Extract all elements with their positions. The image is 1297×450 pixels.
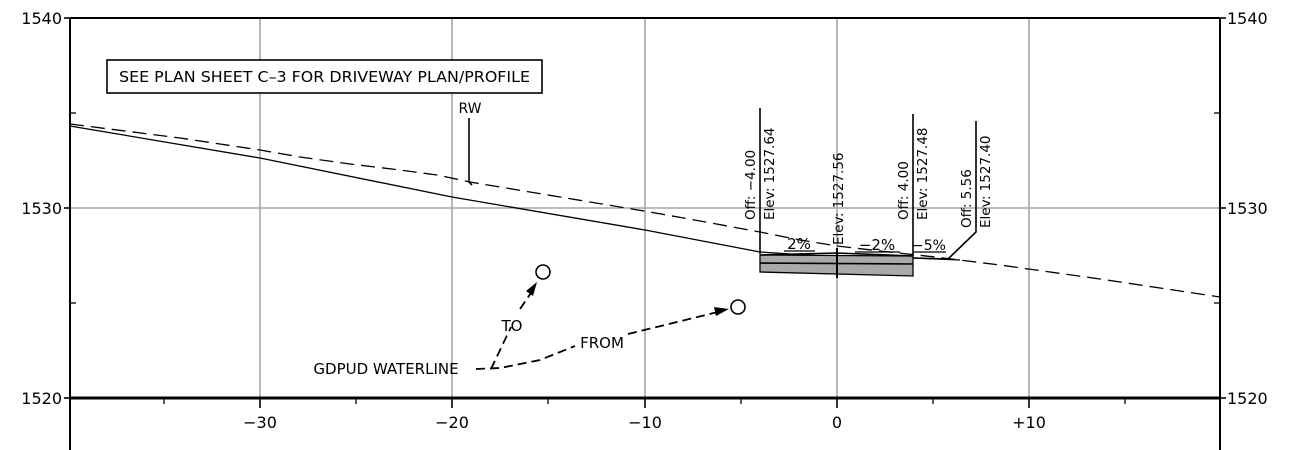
existing-ground-line	[69, 123, 1221, 298]
waterline-from-upper-leader	[627, 310, 723, 335]
waterline-to-circle	[535, 264, 551, 280]
point-3-offset: Off: 4.00	[896, 161, 912, 220]
waterline-to-lower-leader	[490, 326, 512, 370]
elevation-ticks	[64, 17, 1226, 399]
station-label-minus-10: −10	[628, 413, 662, 432]
station-label-0: 0	[832, 413, 842, 432]
pavement-section	[759, 248, 949, 278]
station-label-minus-20: −20	[435, 413, 469, 432]
point-4-elevation: Elev: 1527.40	[978, 135, 994, 228]
waterline-to-arrowhead	[526, 282, 537, 296]
waterline-from-circle	[730, 299, 746, 315]
waterline-callout: TO FROM GDPUD WATERLINE	[313, 264, 746, 378]
point-4-leader	[947, 121, 977, 260]
point-3-elevation: Elev: 1527.48	[915, 127, 931, 220]
note-text: SEE PLAN SHEET C–3 FOR DRIVEWAY PLAN/PRO…	[119, 68, 530, 86]
point-callouts: Off: −4.00 Elev: 1527.64 Elev: 1527.56 O…	[743, 108, 994, 260]
station-labels: −30 −20 −10 0 +10	[243, 413, 1046, 432]
point-1-offset: Off: −4.00	[743, 150, 759, 220]
rw-callout: RW	[458, 101, 482, 186]
slope-left-label: 2%	[787, 235, 811, 253]
elevation-label-1520-right: 1520	[1227, 389, 1268, 408]
slope-shoulder-label: −5%	[912, 238, 946, 254]
point-2-elevation: Elev: 1527.56	[831, 152, 847, 245]
elevation-label-1530-right: 1530	[1227, 199, 1268, 218]
station-label-minus-30: −30	[243, 413, 277, 432]
rw-label: RW	[458, 101, 481, 117]
station-ticks	[163, 398, 1126, 408]
elevation-label-1540-right: 1540	[1227, 9, 1268, 28]
point-4-offset: Off: 5.56	[959, 169, 975, 228]
waterline-label: GDPUD WATERLINE	[313, 360, 458, 378]
shoulder-line	[912, 257, 949, 260]
waterline-from-arrowhead	[714, 307, 729, 316]
waterline-from-lower-leader	[475, 345, 576, 370]
waterline-from-label: FROM	[580, 334, 624, 352]
waterline-to-label: TO	[501, 317, 523, 335]
slope-labels: 2% −2% −5%	[784, 235, 946, 254]
note-box-border	[106, 59, 543, 94]
slope-right-label: −2%	[859, 236, 895, 254]
rw-leader-line	[468, 118, 473, 186]
point-1-elevation: Elev: 1527.64	[762, 127, 778, 220]
elevation-label-1530-left: 1530	[21, 199, 62, 218]
proposed-ground-line	[69, 125, 961, 261]
elevation-label-1520-left: 1520	[21, 389, 62, 408]
elevation-labels: 1540 1540 1530 1530 1520 1520	[21, 9, 1267, 408]
station-label-plus-10: +10	[1012, 413, 1046, 432]
elevation-label-1540-left: 1540	[21, 9, 62, 28]
note-box: SEE PLAN SHEET C–3 FOR DRIVEWAY PLAN/PRO…	[106, 59, 543, 94]
